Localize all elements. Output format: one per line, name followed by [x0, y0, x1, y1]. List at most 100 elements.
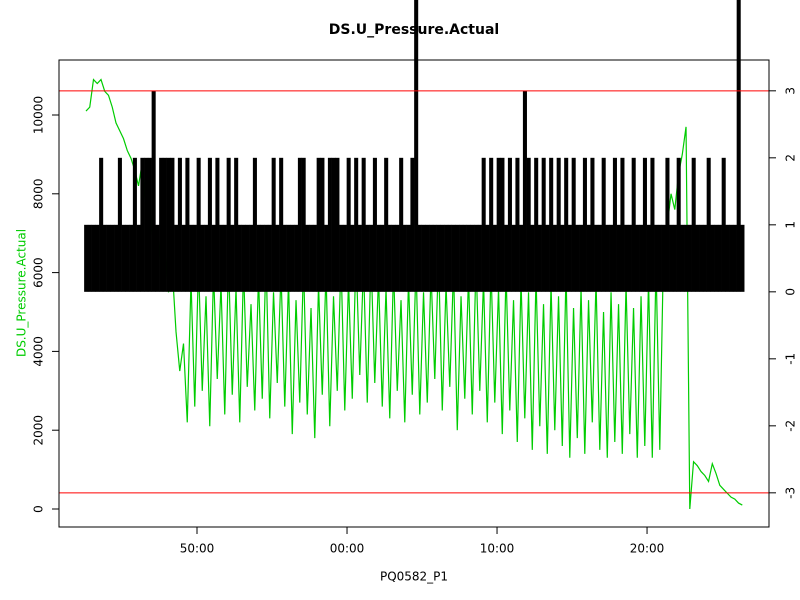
spike-bar: [477, 224, 482, 292]
y2-tick-label: 1: [784, 221, 798, 229]
spike-bar: [684, 224, 689, 292]
spike-bar: [669, 224, 674, 292]
y2-tick-label: 2: [784, 154, 798, 162]
spike-bar: [522, 90, 527, 292]
spike-bar: [714, 224, 719, 292]
spike-bar: [534, 157, 539, 292]
spike-bar: [432, 224, 437, 292]
spike-bar: [357, 224, 362, 292]
spike-bar: [504, 224, 509, 292]
spike-bar: [305, 224, 310, 292]
spike-bar: [376, 224, 381, 292]
spike-bar: [260, 224, 265, 292]
spike-bar: [661, 224, 666, 292]
spike-bar: [567, 224, 572, 292]
spike-bar: [507, 157, 512, 292]
spike-bar: [571, 157, 576, 292]
spike-bar: [421, 224, 426, 292]
spike-bar: [192, 224, 197, 292]
spike-bar: [665, 157, 670, 292]
spike-bar: [121, 224, 126, 292]
spike-bar: [402, 224, 407, 292]
spike-bar: [556, 157, 561, 292]
x-tick-label: 10:00: [480, 542, 515, 556]
spike-bar: [177, 157, 182, 292]
spike-bar: [125, 224, 130, 292]
y2-tick-label: 0: [784, 288, 798, 296]
spike-bar: [335, 157, 340, 292]
spike-bar: [241, 224, 246, 292]
spike-bar: [331, 157, 336, 292]
spike-bar: [361, 157, 366, 292]
spike-bar: [429, 224, 434, 292]
x-tick-label: 00:00: [330, 542, 365, 556]
chart-title: DS.U_Pressure.Actual: [329, 22, 499, 38]
spike-bar: [170, 157, 175, 292]
spike-bar: [399, 157, 404, 292]
spike-bar: [204, 224, 209, 292]
spike-bar: [159, 157, 164, 292]
spike-bar: [642, 157, 647, 292]
spike-bar: [612, 157, 617, 292]
y-tick-label: 4000: [32, 336, 46, 367]
spike-bar: [519, 224, 524, 292]
spike-bar: [84, 224, 89, 292]
spike-bar: [582, 157, 587, 292]
spike-bar: [219, 224, 224, 292]
y2-tick-label: -2: [784, 420, 798, 432]
spike-bar: [635, 224, 640, 292]
spike-bar: [732, 224, 737, 292]
spike-bar: [162, 157, 167, 292]
y-tick-label: 6000: [32, 257, 46, 288]
spike-bar: [646, 224, 651, 292]
spike-bar: [597, 224, 602, 292]
spike-bar: [395, 224, 400, 292]
spike-bar: [185, 157, 190, 292]
spike-bar: [136, 224, 141, 292]
spike-bar: [515, 157, 520, 292]
spike-bar: [695, 224, 700, 292]
spike-bar: [234, 157, 239, 292]
spike-bar: [564, 157, 569, 292]
spike-bar: [462, 224, 467, 292]
spike-bar: [616, 224, 621, 292]
spike-bar: [282, 224, 287, 292]
spike-bar: [117, 157, 122, 292]
spike-bar: [387, 224, 392, 292]
spike-bar: [605, 224, 610, 292]
spike-bar: [350, 224, 355, 292]
spike-bar: [530, 224, 535, 292]
spike-bar: [290, 224, 295, 292]
spike-bar: [459, 224, 464, 292]
spike-bar: [620, 157, 625, 292]
spike-bar: [301, 157, 306, 292]
spike-bar: [586, 224, 591, 292]
spike-bar: [391, 224, 396, 292]
spike-bar: [166, 157, 171, 292]
spike-bar: [474, 224, 479, 292]
spike-bar: [320, 157, 325, 292]
spike-bar: [537, 224, 542, 292]
spike-bar: [545, 224, 550, 292]
spike-bar: [384, 157, 389, 292]
spike-bar: [140, 157, 145, 292]
spike-bar: [414, 0, 419, 292]
spike-bar: [95, 224, 100, 292]
spike-bar: [740, 224, 745, 292]
y2-tick-label: -1: [784, 353, 798, 365]
spike-bar: [729, 224, 734, 292]
spike-bar: [725, 224, 730, 292]
y-tick-label: 0: [32, 505, 46, 513]
spike-bar: [271, 157, 276, 292]
spike-bar: [672, 224, 677, 292]
spike-bar: [447, 224, 452, 292]
spike-bar: [657, 224, 662, 292]
spike-bar: [702, 224, 707, 292]
spike-bar: [500, 157, 505, 292]
spike-bar: [267, 224, 272, 292]
spike-bar: [110, 224, 115, 292]
spike-bar: [680, 224, 685, 292]
spike-bar: [342, 224, 347, 292]
